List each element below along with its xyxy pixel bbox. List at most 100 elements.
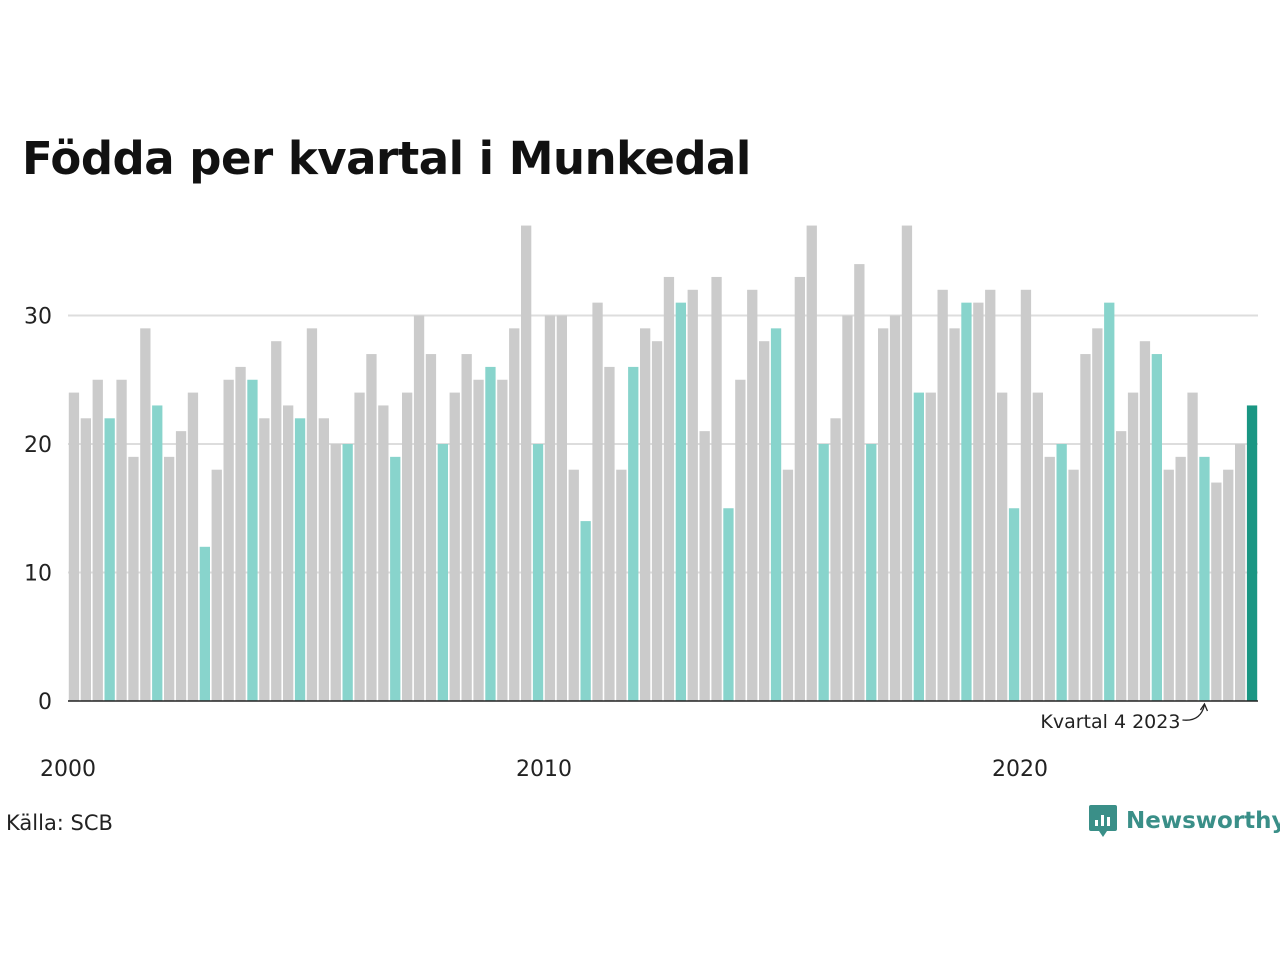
- bar: [723, 508, 734, 701]
- bar: [937, 289, 948, 701]
- bar: [1020, 289, 1032, 701]
- bar: [497, 379, 508, 701]
- bar: [128, 456, 139, 701]
- bar: [283, 405, 294, 701]
- annotation-arrow: [1182, 704, 1206, 721]
- bar: [211, 469, 222, 701]
- bar: [449, 392, 460, 701]
- bar: [544, 315, 556, 701]
- bar: [318, 418, 329, 701]
- bar: [1211, 482, 1222, 701]
- brand-name: Newsworthy: [1126, 808, 1280, 834]
- bar: [247, 379, 258, 701]
- bar: [1235, 444, 1246, 701]
- bars: [68, 225, 1258, 702]
- bar: [152, 405, 163, 701]
- axes: 0 10 20 30 2000 2010 2020 Kvartal 4 2023: [24, 305, 1258, 782]
- y-tick-label: 20: [24, 433, 52, 458]
- bar: [568, 469, 579, 701]
- bar: [747, 289, 758, 701]
- bar: [104, 418, 115, 701]
- newsworthy-logo-icon: [1089, 805, 1117, 837]
- bar: [854, 264, 865, 701]
- bar: [1104, 302, 1115, 701]
- bar: [604, 366, 615, 701]
- y-tick-label: 0: [38, 690, 52, 715]
- bar: [402, 392, 413, 701]
- bar: [651, 341, 663, 701]
- bar: [1246, 405, 1258, 701]
- bar: [1056, 444, 1067, 701]
- bar: [294, 418, 306, 701]
- bar: [913, 392, 924, 701]
- bar: [663, 276, 675, 701]
- bar: [616, 469, 627, 701]
- bar: [1139, 341, 1151, 701]
- y-tick-label: 10: [24, 562, 52, 587]
- bar: [580, 521, 591, 701]
- bar: [961, 302, 972, 701]
- bar: [330, 444, 341, 701]
- bar: [901, 225, 913, 702]
- bar: [985, 289, 996, 701]
- bar: [68, 392, 80, 701]
- bar: [735, 379, 746, 701]
- bar: [1151, 354, 1162, 701]
- bar: [782, 469, 794, 701]
- bar: [199, 546, 210, 701]
- bar: [1080, 354, 1091, 701]
- bar: [413, 315, 425, 701]
- bar: [485, 366, 496, 701]
- bar: [509, 328, 520, 701]
- y-tick-label: 30: [24, 305, 52, 330]
- bar: [164, 456, 175, 701]
- bar: [473, 379, 484, 701]
- bar: [1044, 456, 1055, 701]
- bar: [187, 392, 199, 701]
- bar: [1187, 392, 1198, 701]
- bar: [866, 444, 877, 701]
- bar: [271, 341, 282, 701]
- bar: [354, 392, 365, 701]
- x-tick-label: 2020: [992, 757, 1048, 782]
- bar: [80, 418, 91, 701]
- bar: [699, 431, 710, 701]
- chart-title: Födda per kvartal i Munkedal: [22, 132, 751, 185]
- bar: [973, 302, 984, 701]
- bar: [687, 289, 698, 701]
- bar: [306, 328, 318, 701]
- bar: [592, 302, 603, 701]
- bar: [521, 225, 532, 702]
- bar: [1199, 456, 1210, 701]
- annotation-label: Kvartal 4 2023: [1040, 711, 1180, 733]
- bar: [140, 328, 151, 701]
- bar: [1163, 469, 1174, 701]
- bar: [461, 354, 472, 701]
- bar: [235, 366, 246, 701]
- bar: [842, 315, 853, 701]
- bar: [366, 354, 377, 701]
- bar: [1175, 456, 1186, 701]
- bar: [1116, 431, 1127, 701]
- brand-logo: Newsworthy: [1088, 803, 1280, 839]
- bar: [92, 379, 103, 701]
- bar: [378, 405, 389, 701]
- bar: [1008, 508, 1020, 701]
- bar: [259, 418, 270, 701]
- bar: [830, 418, 841, 701]
- gridlines: [68, 314, 1258, 574]
- bar: [806, 225, 817, 702]
- x-tick-label: 2010: [516, 757, 572, 782]
- bar: [628, 366, 639, 701]
- bar: [1223, 469, 1234, 701]
- bar: [794, 276, 805, 701]
- bar: [437, 444, 448, 701]
- bar: [711, 276, 722, 701]
- bar: [1127, 392, 1139, 701]
- source-label: Källa: SCB: [6, 811, 113, 835]
- bar: [116, 379, 127, 701]
- bar: [1092, 328, 1103, 701]
- bar: [997, 392, 1008, 701]
- annotation-arrowhead: [1199, 702, 1209, 712]
